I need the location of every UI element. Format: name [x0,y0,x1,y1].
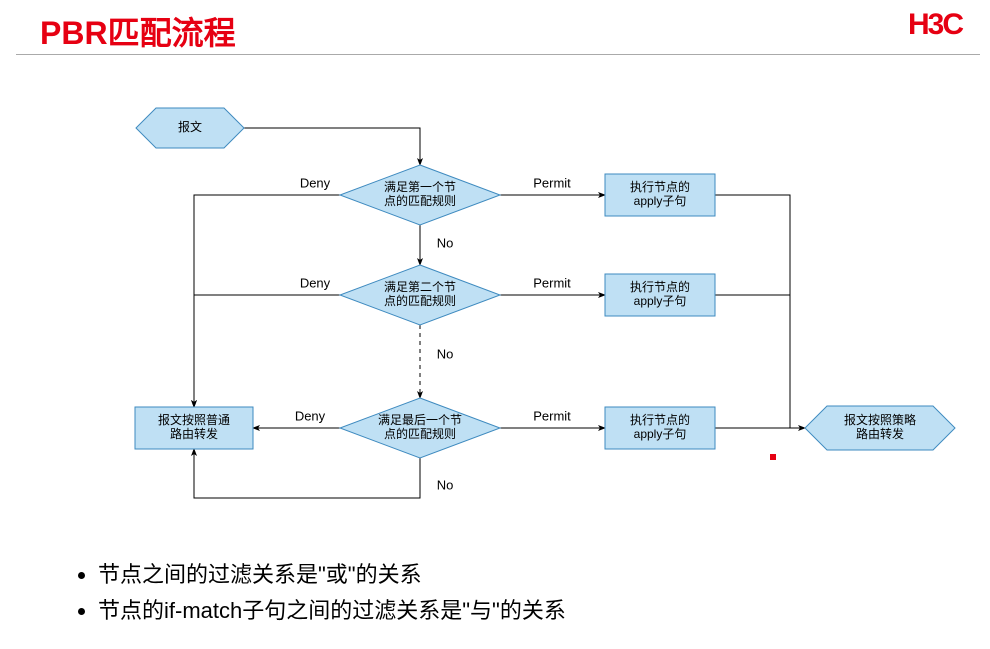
flow-node-label: 满足第一个节 [384,180,456,194]
flow-node-label: apply子句 [634,294,687,308]
bullet-list: 节点之间的过滤关系是"或"的关系 节点的if-match子句之间的过滤关系是"与… [62,560,950,631]
flow-node-label: 路由转发 [856,426,904,441]
flow-edge-label: Deny [300,175,331,190]
flow-node-label: 报文按照策略 [844,412,916,427]
accent-dot [770,454,776,460]
flow-edge-label: Permit [533,275,571,290]
flow-node-label: apply子句 [634,427,687,441]
flow-edge-label: Deny [295,408,326,423]
flow-node-label: 报文按照普通 [158,412,230,427]
flow-node-label: 满足最后一个节 [378,413,462,427]
flow-edge-label: Permit [533,175,571,190]
bullet-item: 节点之间的过滤关系是"或"的关系 [98,560,950,590]
flow-edge-label: No [437,346,454,361]
flow-edge [194,449,420,498]
flow-edge [194,295,340,407]
flow-node-label: apply子句 [634,194,687,208]
flow-node-label: 执行节点的 [630,179,690,194]
flow-edge-label: No [437,477,454,492]
flow-node-label: 点的匹配规则 [384,426,456,441]
flow-edge [194,195,340,407]
flow-node-label: 执行节点的 [630,412,690,427]
slide: PBR匹配流程 H3C 报文满足第一个节点的匹配规则执行节点的apply子句满足… [0,0,990,649]
flowchart: 报文满足第一个节点的匹配规则执行节点的apply子句满足第二个节点的匹配规则执行… [0,0,990,540]
flow-edge-label: Permit [533,408,571,423]
flow-node-label: 点的匹配规则 [384,193,456,208]
flow-node-label: 执行节点的 [630,279,690,294]
flow-edge [715,195,805,428]
flow-node-label: 路由转发 [170,426,218,441]
flow-node-label: 满足第二个节 [384,280,456,294]
bullet-item: 节点的if-match子句之间的过滤关系是"与"的关系 [98,596,950,626]
flow-edge [244,128,420,165]
flow-node-label: 报文 [178,119,202,134]
flow-edge-label: Deny [300,275,331,290]
flow-edge-label: No [437,235,454,250]
flow-node-label: 点的匹配规则 [384,293,456,308]
